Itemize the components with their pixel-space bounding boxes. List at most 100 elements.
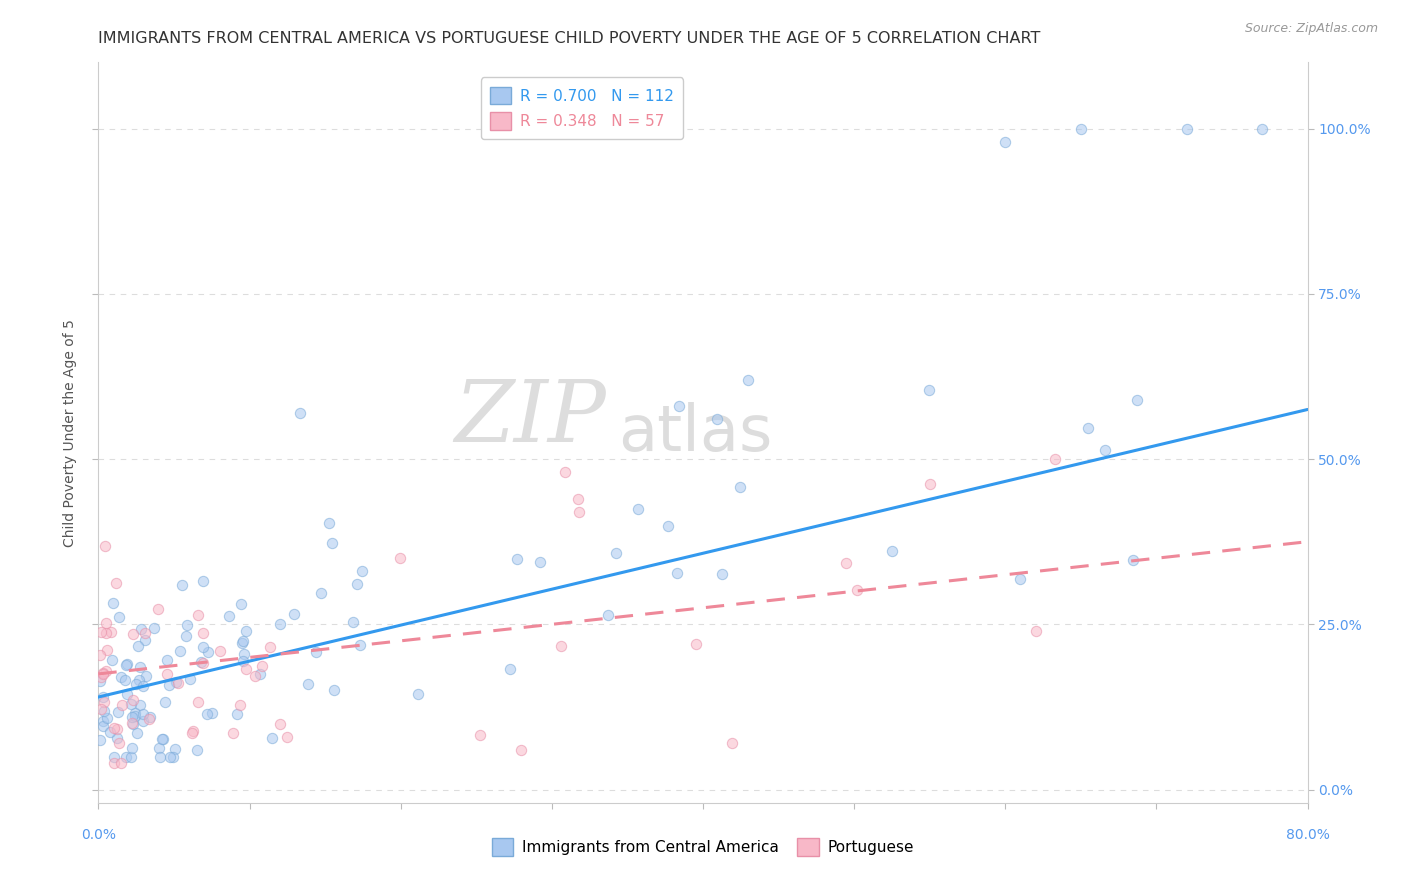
Point <box>187 695 209 709</box>
Point <box>172 577 194 591</box>
Point <box>229 698 252 712</box>
Point <box>309 586 332 600</box>
Point <box>124 706 146 720</box>
Point <box>110 670 132 684</box>
Point <box>191 626 214 640</box>
Point <box>124 709 146 723</box>
Point <box>96 616 118 631</box>
Point <box>179 673 201 687</box>
Point <box>260 731 283 745</box>
Text: ZIP: ZIP <box>454 376 606 459</box>
Point <box>249 666 271 681</box>
Point <box>107 705 129 719</box>
Point <box>235 624 257 638</box>
Point <box>191 656 214 670</box>
Point <box>554 465 576 479</box>
Point <box>232 647 254 661</box>
Point <box>124 676 146 690</box>
Point <box>737 373 759 387</box>
Point <box>122 717 145 731</box>
Point <box>115 749 138 764</box>
Point <box>148 741 170 756</box>
Point <box>269 617 291 632</box>
Point <box>288 406 311 420</box>
Point <box>846 582 869 597</box>
Point <box>918 384 941 398</box>
Point <box>122 626 145 640</box>
Point <box>201 706 224 720</box>
Point <box>276 730 298 744</box>
Point <box>834 556 856 570</box>
Point <box>169 644 191 658</box>
Point <box>89 648 111 663</box>
Point <box>305 645 328 659</box>
Point <box>165 674 187 689</box>
Point <box>91 714 114 728</box>
Point <box>498 662 520 676</box>
Point <box>389 551 412 566</box>
Point <box>131 622 153 636</box>
Point <box>101 653 124 667</box>
Point <box>162 749 184 764</box>
Point <box>134 632 156 647</box>
Point <box>156 653 179 667</box>
Point <box>132 706 155 721</box>
Point <box>506 551 529 566</box>
Point <box>91 719 114 733</box>
Y-axis label: Child Poverty Under the Age of 5: Child Poverty Under the Age of 5 <box>63 318 77 547</box>
Point <box>132 714 155 728</box>
Point <box>218 608 240 623</box>
Point <box>529 555 551 569</box>
Point <box>89 673 111 688</box>
Point <box>152 731 174 746</box>
Point <box>138 712 160 726</box>
Point <box>155 695 177 709</box>
Point <box>668 399 690 413</box>
Point <box>193 640 215 654</box>
Point <box>222 726 245 740</box>
Point <box>721 736 744 750</box>
Point <box>176 618 198 632</box>
Point <box>226 706 249 721</box>
Point <box>134 626 156 640</box>
Point <box>297 677 319 691</box>
Point <box>259 640 281 655</box>
Point <box>1045 452 1067 467</box>
Point <box>232 654 254 668</box>
Point <box>208 644 231 658</box>
Point <box>181 724 204 739</box>
Point <box>406 687 429 701</box>
Point <box>711 566 734 581</box>
Point <box>115 657 138 672</box>
Point <box>96 665 118 679</box>
Point <box>93 695 115 709</box>
Point <box>96 711 118 725</box>
Text: atlas: atlas <box>619 401 773 464</box>
Point <box>1077 421 1099 435</box>
Point <box>346 576 368 591</box>
Point <box>117 657 139 672</box>
Point <box>231 636 253 650</box>
Point <box>880 544 903 558</box>
Point <box>142 621 165 635</box>
Point <box>229 598 252 612</box>
Point <box>1070 121 1092 136</box>
Point <box>121 715 143 730</box>
Point <box>243 669 266 683</box>
Point <box>706 412 728 426</box>
Point <box>197 645 219 659</box>
Point <box>103 749 125 764</box>
Point <box>269 717 291 731</box>
Point <box>605 546 627 560</box>
Point <box>322 683 344 698</box>
Point <box>550 640 572 654</box>
Point <box>728 480 751 494</box>
Point <box>1126 393 1149 408</box>
Point <box>1010 572 1032 586</box>
Point <box>149 749 172 764</box>
Point <box>350 564 373 578</box>
Point <box>157 678 180 692</box>
Point <box>105 576 128 591</box>
Legend: Immigrants from Central America, Portuguese: Immigrants from Central America, Portugu… <box>485 832 921 862</box>
Point <box>90 624 112 639</box>
